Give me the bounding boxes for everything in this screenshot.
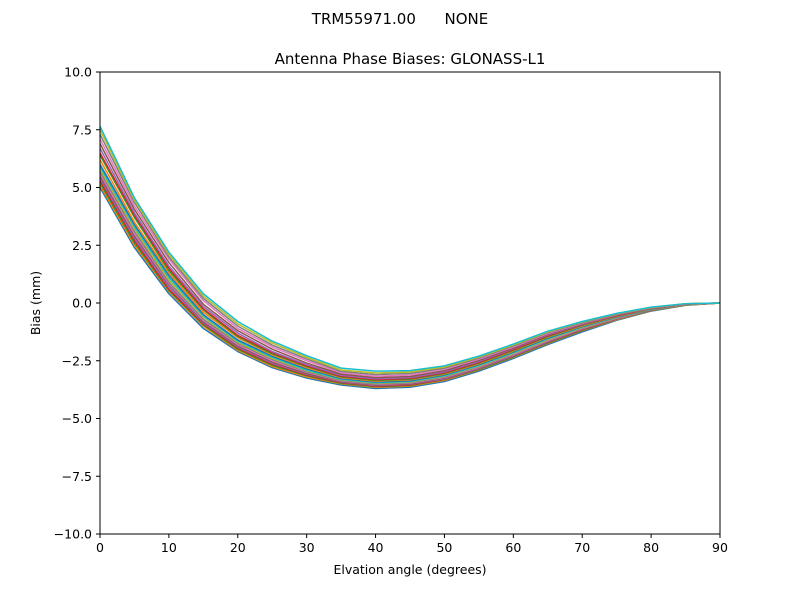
series-line-17 — [100, 138, 720, 377]
series-line-16 — [100, 143, 720, 379]
x-tick-label: 70 — [574, 540, 590, 555]
x-tick-label: 40 — [368, 540, 384, 555]
x-axis-label: Elvation angle (degrees) — [333, 562, 486, 577]
series-line-20 — [100, 125, 720, 372]
y-axis-label: Bias (mm) — [28, 271, 43, 335]
y-axis: −10.0 −7.5 −5.0 −2.5 0.0 2.5 5.0 7.5 10.0 — [54, 65, 100, 542]
series-line-11 — [100, 164, 720, 383]
series-line-14 — [100, 152, 720, 381]
y-tick-label: −5.0 — [62, 411, 92, 426]
x-tick-label: 60 — [505, 540, 521, 555]
y-tick-label: 2.5 — [72, 238, 92, 253]
y-tick-label: 10.0 — [64, 65, 92, 80]
series-layer — [100, 125, 720, 390]
y-tick-label: 5.0 — [72, 180, 92, 195]
series-line-12 — [100, 159, 720, 382]
y-tick-label: −7.5 — [62, 469, 92, 484]
series-line-19 — [100, 129, 720, 374]
y-tick-label: 7.5 — [72, 122, 92, 137]
series-line-18 — [100, 134, 720, 376]
series-line-15 — [100, 147, 720, 380]
figure-suptitle: TRM55971.00 NONE — [311, 10, 488, 28]
y-tick-label: 0.0 — [72, 296, 92, 311]
x-tick-label: 30 — [299, 540, 315, 555]
series-line-10 — [100, 166, 720, 384]
series-line-8 — [100, 170, 720, 385]
y-tick-label: −10.0 — [54, 527, 92, 542]
y-tick-label: −2.5 — [62, 353, 92, 368]
x-tick-label: 90 — [712, 540, 728, 555]
x-tick-label: 80 — [643, 540, 659, 555]
plot-area — [99, 71, 721, 535]
series-line-7 — [100, 173, 720, 386]
x-tick-label: 20 — [230, 540, 246, 555]
series-line-9 — [100, 168, 720, 384]
x-tick-label: 0 — [96, 540, 104, 555]
x-axis: 0 10 20 30 40 50 60 70 80 90 — [96, 534, 728, 555]
x-tick-label: 10 — [161, 540, 177, 555]
x-tick-label: 50 — [436, 540, 452, 555]
series-line-13 — [100, 154, 720, 382]
chart-title: Antenna Phase Biases: GLONASS-L1 — [275, 50, 546, 68]
